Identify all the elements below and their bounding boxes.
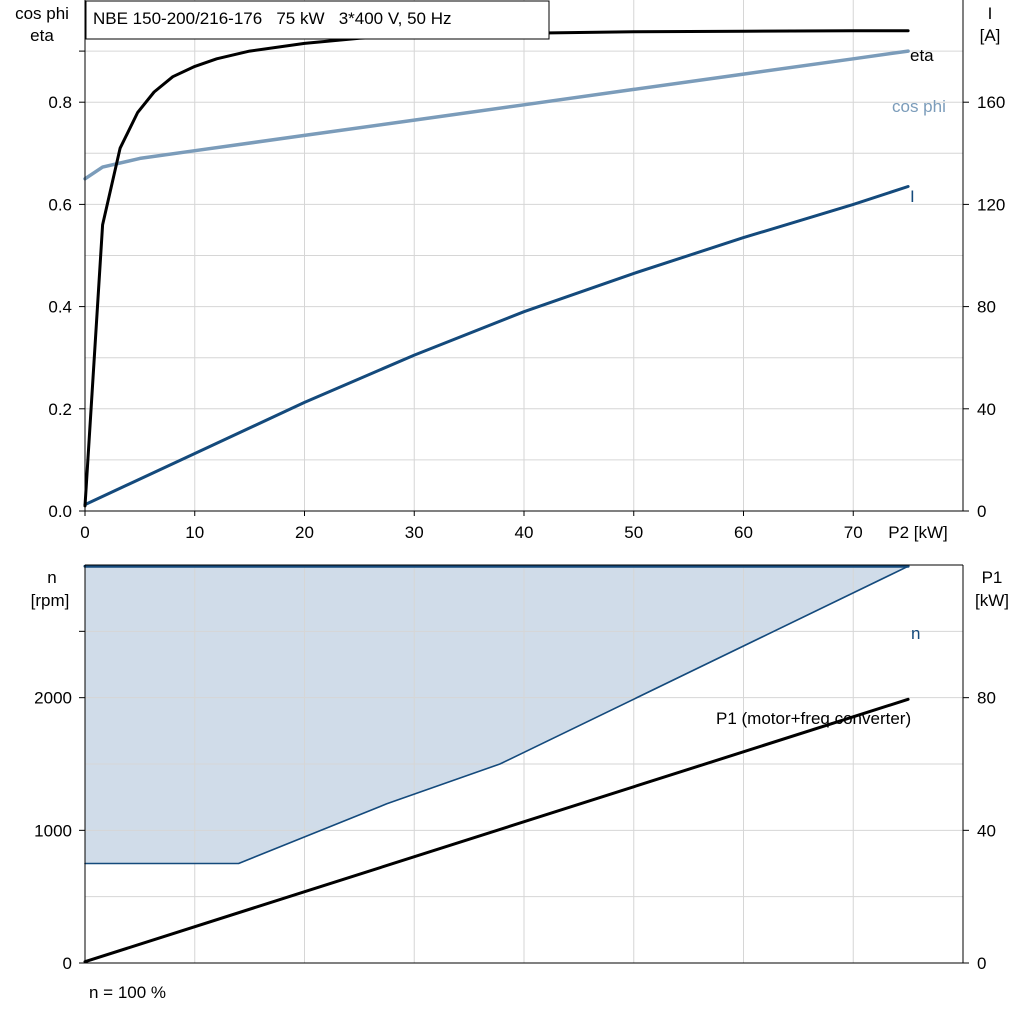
x-axis-label: P2 [kW]	[888, 523, 948, 542]
series-label-eta: eta	[910, 46, 934, 65]
y-left-tick-label: 0.8	[48, 93, 72, 112]
bottom-series	[83, 564, 910, 964]
x-tick-label: 10	[185, 523, 204, 542]
y-left-tick-label: 0.2	[48, 400, 72, 419]
y-left-tick-label: 1000	[34, 821, 72, 840]
x-tick-label: 0	[80, 523, 89, 542]
y-right-tick-label: 40	[977, 821, 996, 840]
y-left-tick-label: 0.4	[48, 298, 72, 317]
chart-title: NBE 150-200/216-176 75 kW 3*400 V, 50 Hz	[93, 9, 452, 28]
y-left-tick-label: 0.0	[48, 502, 72, 521]
x-tick-label: 20	[295, 523, 314, 542]
series-line-i	[83, 185, 910, 507]
bottom-y-left-label-2: [rpm]	[31, 591, 70, 610]
y-right-tick-label: 40	[977, 400, 996, 419]
speed-range-area	[85, 566, 909, 864]
y-left-tick-label: 2000	[34, 689, 72, 708]
top-panel: 0.0 0.2 0.4 0.6 0.8 0 40 80 120 160 0 10 20 30 40 50 60 7…	[15, 0, 1005, 542]
series-line-cos-phi	[83, 49, 910, 181]
series-line-p1-motor-freq-converter-	[83, 697, 910, 964]
y-right-tick-label: 160	[977, 93, 1005, 112]
bottom-ticks: 0 1000 2000 0 40 80	[34, 630, 996, 973]
y-right-tick-label: 120	[977, 195, 1005, 214]
series-line-eta	[83, 29, 910, 508]
series-label-speed: n	[911, 624, 920, 643]
x-tick-label: 70	[844, 523, 863, 542]
title-box	[85, 0, 550, 40]
y-right-label-1: I	[988, 4, 993, 23]
y-right-tick-label: 0	[977, 502, 986, 521]
bottom-y-left-label-1: n	[47, 568, 56, 587]
x-tick-label: 50	[624, 523, 643, 542]
y-left-tick-label: 0.6	[48, 195, 72, 214]
y-right-label-2: [A]	[980, 26, 1001, 45]
bottom-y-right-label-1: P1	[982, 568, 1003, 587]
series-label-cosphi: cos phi	[892, 97, 946, 116]
y-left-label-1: cos phi	[15, 4, 69, 23]
top-series	[83, 29, 910, 508]
top-ticks: 0.0 0.2 0.4 0.6 0.8 0 40 80 120 160 0 10 20 30 40 50 60 7…	[48, 50, 1005, 542]
bottom-panel: 0 1000 2000 0 40 80 n [rpm] P1 [kW] n P1 (mot…	[31, 564, 1009, 1002]
footnote: n = 100 %	[89, 983, 166, 1002]
series-line-nmin	[84, 565, 909, 865]
y-right-tick-label: 80	[977, 689, 996, 708]
y-right-tick-label: 0	[977, 954, 986, 973]
x-tick-label: 60	[734, 523, 753, 542]
series-label-current: I	[910, 187, 915, 206]
bottom-gridlines	[85, 565, 963, 963]
y-left-tick-label: 0	[63, 954, 72, 973]
y-right-tick-label: 80	[977, 298, 996, 317]
bottom-y-right-label-2: [kW]	[975, 591, 1009, 610]
y-left-label-2: eta	[30, 26, 54, 45]
series-label-p1: P1 (motor+freq.converter)	[716, 709, 911, 728]
top-gridlines	[85, 0, 963, 511]
x-tick-label: 40	[515, 523, 534, 542]
x-tick-label: 30	[405, 523, 424, 542]
